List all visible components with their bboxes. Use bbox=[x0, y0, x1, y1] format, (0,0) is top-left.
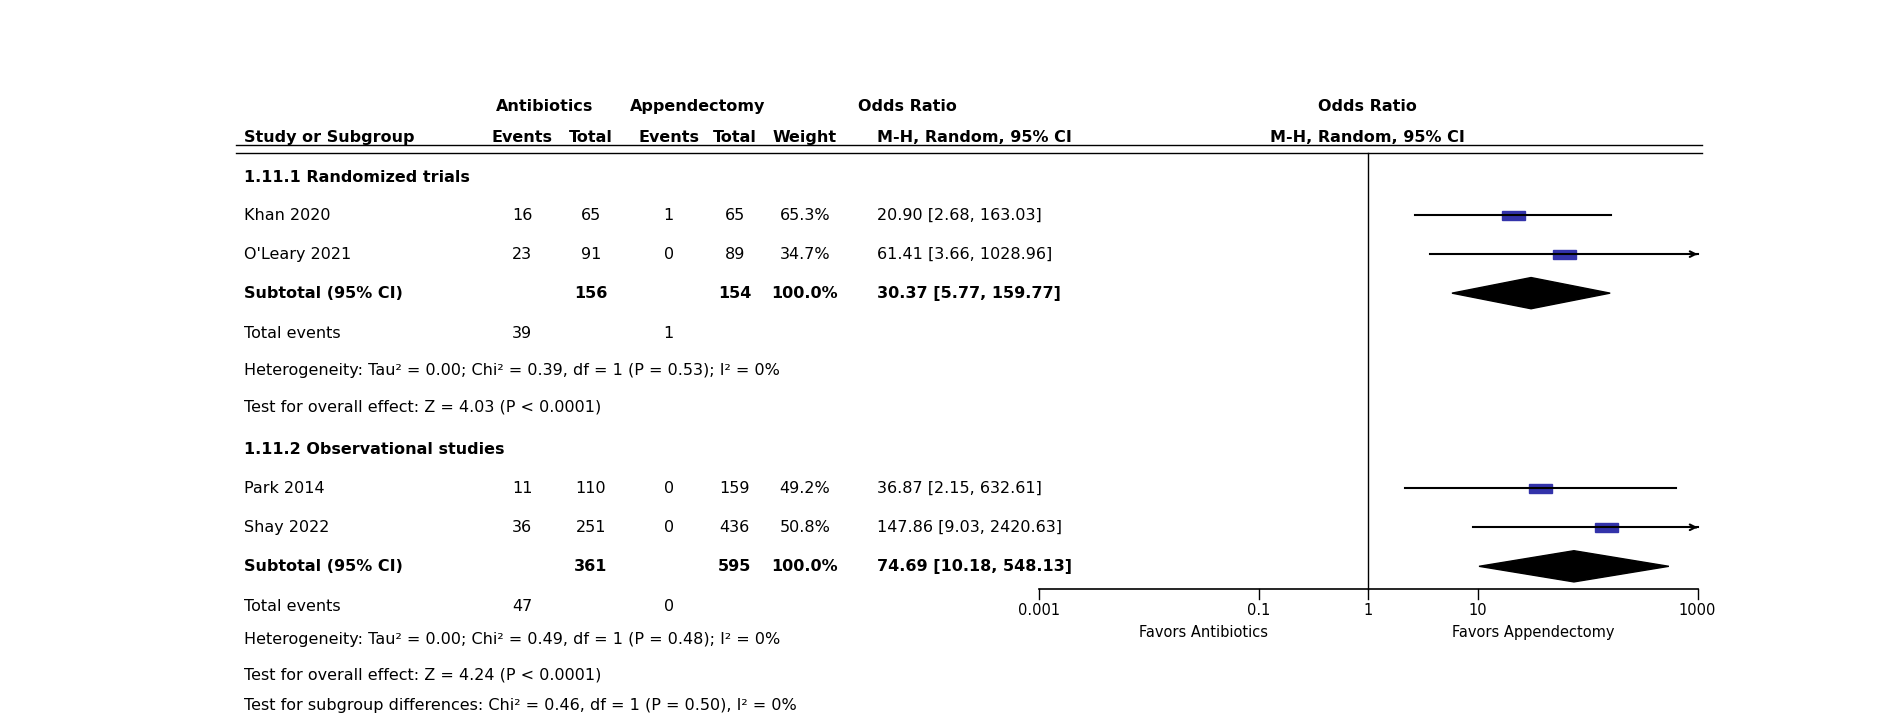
Text: 100.0%: 100.0% bbox=[772, 559, 838, 574]
Text: 1.11.2 Observational studies: 1.11.2 Observational studies bbox=[244, 442, 505, 457]
FancyBboxPatch shape bbox=[1553, 250, 1577, 258]
Text: Weight: Weight bbox=[773, 130, 838, 145]
Text: Heterogeneity: Tau² = 0.00; Chi² = 0.39, df = 1 (P = 0.53); I² = 0%: Heterogeneity: Tau² = 0.00; Chi² = 0.39,… bbox=[244, 363, 779, 378]
Polygon shape bbox=[1479, 551, 1670, 582]
Text: 159: 159 bbox=[719, 481, 751, 496]
Text: 50.8%: 50.8% bbox=[779, 520, 830, 535]
FancyBboxPatch shape bbox=[1528, 484, 1553, 493]
Text: Test for overall effect: Z = 4.03 (P < 0.0001): Test for overall effect: Z = 4.03 (P < 0… bbox=[244, 400, 601, 414]
Text: 0: 0 bbox=[664, 520, 673, 535]
Text: 36: 36 bbox=[512, 520, 531, 535]
Text: Events: Events bbox=[492, 130, 552, 145]
Text: 147.86 [9.03, 2420.63]: 147.86 [9.03, 2420.63] bbox=[877, 520, 1063, 535]
Text: 65: 65 bbox=[581, 208, 601, 222]
Text: 23: 23 bbox=[512, 247, 531, 261]
Text: 47: 47 bbox=[512, 599, 531, 614]
Text: 0: 0 bbox=[664, 599, 673, 614]
Text: 10: 10 bbox=[1469, 603, 1488, 618]
Text: 1: 1 bbox=[1363, 603, 1373, 618]
Text: 110: 110 bbox=[575, 481, 607, 496]
Text: 361: 361 bbox=[575, 559, 607, 574]
Text: M-H, Random, 95% CI: M-H, Random, 95% CI bbox=[877, 130, 1072, 145]
Text: Park 2014: Park 2014 bbox=[244, 481, 325, 496]
FancyBboxPatch shape bbox=[1594, 523, 1619, 531]
Text: Total: Total bbox=[713, 130, 756, 145]
Text: 1.11.1 Randomized trials: 1.11.1 Randomized trials bbox=[244, 169, 469, 185]
Text: 1: 1 bbox=[664, 326, 673, 341]
FancyBboxPatch shape bbox=[1501, 211, 1524, 219]
Text: Odds Ratio: Odds Ratio bbox=[859, 99, 957, 114]
Text: 39: 39 bbox=[512, 326, 531, 341]
Text: Antibiotics: Antibiotics bbox=[495, 99, 592, 114]
Text: Odds Ratio: Odds Ratio bbox=[1318, 99, 1416, 114]
Text: Total: Total bbox=[569, 130, 613, 145]
Text: 100.0%: 100.0% bbox=[772, 286, 838, 300]
Text: Appendectomy: Appendectomy bbox=[630, 99, 766, 114]
Text: M-H, Random, 95% CI: M-H, Random, 95% CI bbox=[1271, 130, 1466, 145]
Text: 91: 91 bbox=[581, 247, 601, 261]
Polygon shape bbox=[1452, 277, 1609, 308]
Text: 595: 595 bbox=[719, 559, 751, 574]
Text: 65.3%: 65.3% bbox=[779, 208, 830, 222]
Text: 436: 436 bbox=[720, 520, 749, 535]
Text: 0: 0 bbox=[664, 247, 673, 261]
Text: Events: Events bbox=[637, 130, 700, 145]
Text: 74.69 [10.18, 548.13]: 74.69 [10.18, 548.13] bbox=[877, 559, 1072, 574]
Text: Khan 2020: Khan 2020 bbox=[244, 208, 331, 222]
Text: 65: 65 bbox=[724, 208, 745, 222]
Text: 34.7%: 34.7% bbox=[779, 247, 830, 261]
Text: Shay 2022: Shay 2022 bbox=[244, 520, 329, 535]
Text: 36.87 [2.15, 632.61]: 36.87 [2.15, 632.61] bbox=[877, 481, 1042, 496]
Text: 0.001: 0.001 bbox=[1019, 603, 1061, 618]
Text: Test for subgroup differences: Chi² = 0.46, df = 1 (P = 0.50), I² = 0%: Test for subgroup differences: Chi² = 0.… bbox=[244, 698, 796, 713]
Text: 0.1: 0.1 bbox=[1248, 603, 1271, 618]
Text: Favors Appendectomy: Favors Appendectomy bbox=[1452, 625, 1615, 640]
Text: Total events: Total events bbox=[244, 599, 340, 614]
Text: 11: 11 bbox=[512, 481, 533, 496]
Text: Test for overall effect: Z = 4.24 (P < 0.0001): Test for overall effect: Z = 4.24 (P < 0… bbox=[244, 668, 601, 683]
Text: Heterogeneity: Tau² = 0.00; Chi² = 0.49, df = 1 (P = 0.48); I² = 0%: Heterogeneity: Tau² = 0.00; Chi² = 0.49,… bbox=[244, 632, 779, 647]
Text: 20.90 [2.68, 163.03]: 20.90 [2.68, 163.03] bbox=[877, 208, 1042, 222]
Text: 30.37 [5.77, 159.77]: 30.37 [5.77, 159.77] bbox=[877, 286, 1061, 300]
Text: Study or Subgroup: Study or Subgroup bbox=[244, 130, 414, 145]
Text: Subtotal (95% CI): Subtotal (95% CI) bbox=[244, 559, 403, 574]
Text: Subtotal (95% CI): Subtotal (95% CI) bbox=[244, 286, 403, 300]
Text: Favors Antibiotics: Favors Antibiotics bbox=[1140, 625, 1269, 640]
Text: 1000: 1000 bbox=[1679, 603, 1717, 618]
Text: 156: 156 bbox=[575, 286, 607, 300]
Text: 0: 0 bbox=[664, 481, 673, 496]
Text: 154: 154 bbox=[719, 286, 751, 300]
Text: 89: 89 bbox=[724, 247, 745, 261]
Text: 251: 251 bbox=[575, 520, 607, 535]
Text: 16: 16 bbox=[512, 208, 533, 222]
Text: 1: 1 bbox=[664, 208, 673, 222]
Text: Total events: Total events bbox=[244, 326, 340, 341]
Text: 49.2%: 49.2% bbox=[779, 481, 830, 496]
Text: 61.41 [3.66, 1028.96]: 61.41 [3.66, 1028.96] bbox=[877, 247, 1051, 261]
Text: O'Leary 2021: O'Leary 2021 bbox=[244, 247, 352, 261]
